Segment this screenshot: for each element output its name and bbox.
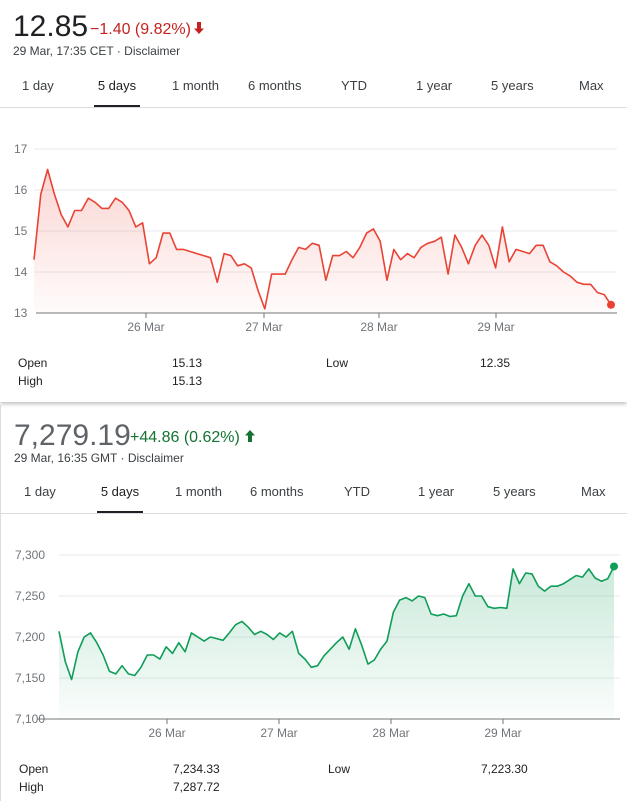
tab-6-months[interactable]: 6 months [248, 78, 302, 93]
series-line [33, 168, 612, 310]
high-value: 15.13 [172, 374, 203, 388]
price-chart[interactable]: 7,100 7,150 7,200 7,250 7,300 26 Mar 27 Mar 28 … [1, 405, 627, 750]
tab-max[interactable]: Max [579, 78, 604, 93]
y-tick-label: 7,100 [15, 712, 45, 726]
arrow-down-icon [193, 21, 205, 39]
low-label: Low [328, 762, 351, 776]
price-chart[interactable]: 13 14 15 16 17 26 Mar 27 Mar 28 Mar 29 Mar [0, 0, 627, 345]
x-tick-label: 26 Mar [127, 320, 164, 334]
tab-5-days[interactable]: 5 days [97, 473, 143, 513]
timestamp-disclaimer: 29 Mar, 17:35 CET · Disclaimer [13, 44, 181, 58]
tab-1-year[interactable]: 1 year [418, 484, 455, 499]
time-range-tabs: 1 day 5 days 1 month 6 months YTD 1 year… [1, 473, 627, 513]
x-tick-label: 28 Mar [372, 726, 409, 740]
tab-5-days[interactable]: 5 days [94, 67, 140, 107]
tabs-divider [0, 107, 627, 108]
y-tick-label: 7,200 [15, 630, 45, 644]
price-change: +44.86 (0.62%) [130, 429, 240, 446]
tab-1-year[interactable]: 1 year [416, 78, 453, 93]
x-tick-label: 28 Mar [360, 320, 397, 334]
series-area [34, 169, 611, 313]
stock-price: 7,279.19 [14, 419, 131, 452]
x-tick-label: 26 Mar [148, 726, 185, 740]
tabs-divider [1, 513, 627, 514]
y-tick-label: 7,250 [15, 589, 45, 603]
stock-card-1: 12.85 −1.40 (9.82%) 29 Mar, 17:35 CET · … [0, 0, 627, 388]
time-range-tabs: 1 day 5 days 1 month 6 months YTD 1 year… [0, 67, 627, 107]
tab-ytd[interactable]: YTD [341, 78, 367, 93]
y-tick-label: 16 [14, 183, 28, 197]
x-tick-label: 27 Mar [245, 320, 282, 334]
stock-price: 12.85 [13, 10, 89, 43]
tab-5-years[interactable]: 5 years [493, 484, 536, 499]
y-tick-label: 17 [14, 142, 28, 156]
x-tick-label: 29 Mar [484, 726, 521, 740]
low-label: Low [326, 356, 349, 370]
stock-card-2: 7,279.19 +44.86 (0.62%) 29 Mar, 16:35 GM… [0, 405, 627, 801]
tab-5-years[interactable]: 5 years [491, 78, 534, 93]
tab-1-day[interactable]: 1 day [22, 78, 54, 93]
high-label: High [19, 780, 44, 794]
tab-6-months[interactable]: 6 months [250, 484, 304, 499]
tab-ytd[interactable]: YTD [344, 484, 370, 499]
tab-1-day[interactable]: 1 day [24, 484, 56, 499]
tab-max[interactable]: Max [581, 484, 606, 499]
low-value: 12.35 [480, 356, 511, 370]
y-tick-label: 15 [14, 224, 28, 238]
y-tick-label: 13 [14, 306, 28, 320]
arrow-up-icon [244, 429, 256, 447]
open-label: Open [19, 762, 49, 776]
high-value: 7,287.72 [173, 780, 220, 794]
tab-1-month[interactable]: 1 month [172, 78, 219, 93]
open-value: 7,234.33 [173, 762, 220, 776]
open-label: Open [18, 356, 48, 370]
current-value-point [610, 562, 618, 571]
x-tick-label: 29 Mar [477, 320, 514, 334]
x-tick-label: 27 Mar [260, 726, 297, 740]
open-value: 15.13 [172, 356, 203, 370]
price-change: −1.40 (9.82%) [90, 21, 191, 38]
y-tick-label: 7,150 [15, 671, 45, 685]
current-value-point [607, 300, 615, 309]
low-value: 7,223.30 [481, 762, 528, 776]
series-line [58, 566, 615, 681]
y-tick-label: 14 [14, 265, 28, 279]
timestamp-disclaimer: 29 Mar, 16:35 GMT · Disclaimer [14, 451, 184, 465]
y-tick-label: 7,300 [15, 548, 45, 562]
tab-1-month[interactable]: 1 month [175, 484, 222, 499]
high-label: High [18, 374, 43, 388]
